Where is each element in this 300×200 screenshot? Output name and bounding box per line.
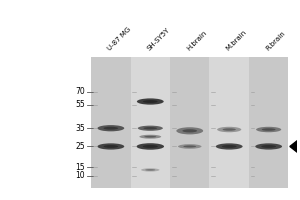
Text: M.brain: M.brain xyxy=(225,29,248,51)
Ellipse shape xyxy=(216,143,243,150)
Ellipse shape xyxy=(145,169,155,171)
Ellipse shape xyxy=(98,143,124,150)
Ellipse shape xyxy=(143,100,158,103)
Ellipse shape xyxy=(136,143,164,150)
Text: 25: 25 xyxy=(76,142,85,151)
Ellipse shape xyxy=(222,145,237,148)
Ellipse shape xyxy=(98,125,124,131)
Ellipse shape xyxy=(137,98,164,105)
Ellipse shape xyxy=(261,145,276,148)
Bar xyxy=(130,57,170,188)
Ellipse shape xyxy=(178,144,202,149)
Ellipse shape xyxy=(103,127,118,130)
Text: 15: 15 xyxy=(76,163,85,172)
Polygon shape xyxy=(290,139,299,154)
Ellipse shape xyxy=(256,127,281,132)
Text: 55: 55 xyxy=(76,100,85,109)
Text: 35: 35 xyxy=(76,124,85,133)
Text: H.brain: H.brain xyxy=(185,29,208,51)
Ellipse shape xyxy=(141,168,160,172)
Ellipse shape xyxy=(144,136,156,138)
Bar xyxy=(91,57,288,188)
Ellipse shape xyxy=(262,128,276,131)
Bar xyxy=(249,57,288,188)
Bar xyxy=(170,57,209,188)
Ellipse shape xyxy=(140,135,161,139)
Ellipse shape xyxy=(176,127,203,134)
Ellipse shape xyxy=(143,145,158,148)
Text: 10: 10 xyxy=(76,171,85,180)
Ellipse shape xyxy=(143,127,157,129)
Text: 70: 70 xyxy=(76,87,85,96)
Bar xyxy=(209,57,249,188)
Ellipse shape xyxy=(217,127,241,132)
Bar xyxy=(91,57,130,188)
Text: R.brain: R.brain xyxy=(264,30,286,51)
Ellipse shape xyxy=(182,129,197,132)
Text: SH-SY5Y: SH-SY5Y xyxy=(146,26,171,51)
Ellipse shape xyxy=(183,145,196,147)
Ellipse shape xyxy=(138,126,163,131)
Ellipse shape xyxy=(103,145,118,148)
Ellipse shape xyxy=(255,143,282,150)
Text: U-87 MG: U-87 MG xyxy=(106,26,132,51)
Ellipse shape xyxy=(223,128,236,131)
